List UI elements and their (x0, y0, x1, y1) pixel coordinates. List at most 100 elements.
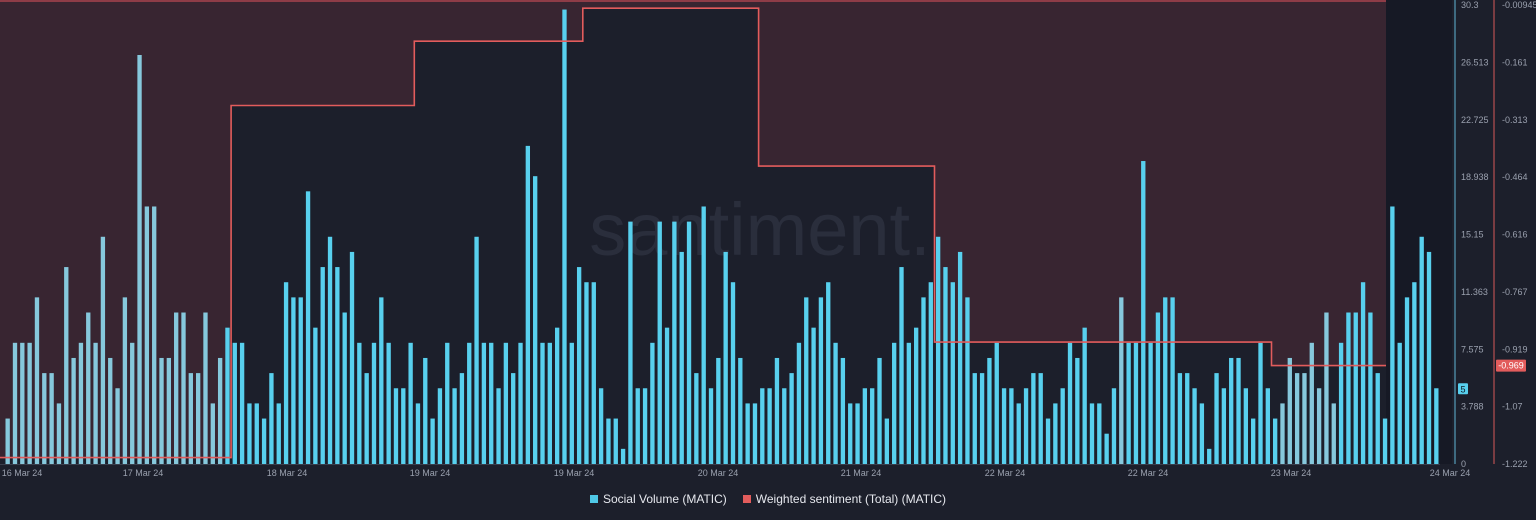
legend-label-social-volume: Social Volume (MATIC) (602, 492, 727, 506)
y-left-tick-label: 0 (1461, 459, 1466, 469)
bar (467, 342, 472, 464)
x-tick-label: 17 Mar 24 (123, 468, 164, 478)
right-current-value-badge (1496, 359, 1526, 372)
bar (1287, 357, 1292, 464)
legend-item-social-volume[interactable]: Social Volume (MATIC) (589, 492, 727, 506)
bar (174, 312, 179, 464)
bar (49, 373, 54, 464)
bar (796, 342, 802, 464)
bar (1397, 342, 1402, 464)
bar (335, 267, 340, 464)
right-current-value-label: -0.969 (1498, 361, 1524, 371)
bar (64, 267, 69, 464)
bar (364, 373, 369, 464)
bar (130, 342, 135, 464)
bar (152, 206, 157, 465)
bar (664, 327, 670, 464)
bar (723, 251, 728, 464)
bar (459, 373, 465, 464)
bar (818, 297, 824, 464)
bar (247, 403, 252, 464)
bar (1404, 297, 1410, 464)
bar (445, 342, 450, 464)
y-right-tick-label: -0.009452 (1502, 0, 1536, 10)
bar (203, 312, 208, 464)
bar (987, 357, 992, 464)
bar (217, 357, 223, 464)
legend: Social Volume (MATIC) Weighted sentiment… (0, 492, 1536, 506)
x-tick-label: 19 Mar 24 (410, 468, 451, 478)
bar (650, 342, 655, 464)
bar (452, 388, 457, 464)
bar (1346, 312, 1351, 464)
bar (877, 357, 882, 464)
bar (232, 342, 237, 464)
bar (379, 297, 384, 464)
bar (276, 403, 281, 464)
bar (892, 342, 897, 464)
bar (1104, 433, 1109, 464)
y-right-tick-label: -0.161 (1502, 57, 1528, 67)
y-right-tick-label: -0.464 (1502, 172, 1528, 182)
bar (408, 342, 413, 464)
bar (1067, 342, 1073, 464)
bar (100, 236, 106, 464)
left-current-value-label: 5 (1460, 384, 1465, 394)
bar (122, 297, 128, 464)
bar (1265, 388, 1270, 464)
bar (752, 403, 758, 464)
bar (767, 388, 772, 464)
bar (833, 342, 838, 464)
bar (1412, 282, 1417, 464)
bar (56, 403, 62, 464)
bar (943, 267, 948, 464)
bar (1133, 342, 1139, 464)
latest-region (1386, 0, 1452, 464)
legend-swatch-weighted-sentiment (742, 495, 751, 503)
bar (1023, 388, 1029, 464)
bar (1316, 388, 1322, 464)
bar (1375, 373, 1380, 464)
bar (349, 251, 355, 464)
bar (1097, 403, 1102, 464)
bar (708, 388, 714, 464)
bar (730, 282, 736, 464)
legend-label-weighted-sentiment: Weighted sentiment (Total) (MATIC) (755, 492, 947, 506)
bar (401, 388, 406, 464)
left-current-value-badge (1458, 383, 1468, 395)
y-right-tick-label: -1.222 (1502, 459, 1528, 469)
bar (415, 403, 421, 464)
bar (1390, 206, 1395, 465)
bar (42, 373, 47, 464)
bar (1170, 297, 1175, 464)
bar (1141, 161, 1146, 464)
legend-item-weighted-sentiment[interactable]: Weighted sentiment (Total) (MATIC) (742, 492, 947, 506)
bar (591, 282, 596, 464)
bar (657, 221, 662, 464)
bar (1148, 342, 1153, 464)
x-tick-label: 20 Mar 24 (698, 468, 739, 478)
bar (525, 145, 531, 464)
bar (994, 342, 999, 464)
bar (1016, 403, 1021, 464)
bar (679, 251, 684, 464)
bar (540, 342, 545, 464)
x-tick-label: 22 Mar 24 (985, 468, 1026, 478)
bar (1294, 373, 1300, 464)
bar (1221, 388, 1227, 464)
bar (254, 403, 259, 464)
bar (210, 403, 215, 464)
x-tick-label: 21 Mar 24 (841, 468, 882, 478)
bar (628, 221, 633, 464)
bar (840, 357, 846, 464)
bar (606, 418, 611, 464)
bar (804, 297, 809, 464)
bar (738, 357, 743, 464)
bar (584, 282, 589, 464)
bar (913, 327, 919, 464)
bar (1009, 388, 1014, 464)
bar (598, 388, 604, 464)
bar (269, 373, 274, 464)
bar (327, 236, 333, 464)
